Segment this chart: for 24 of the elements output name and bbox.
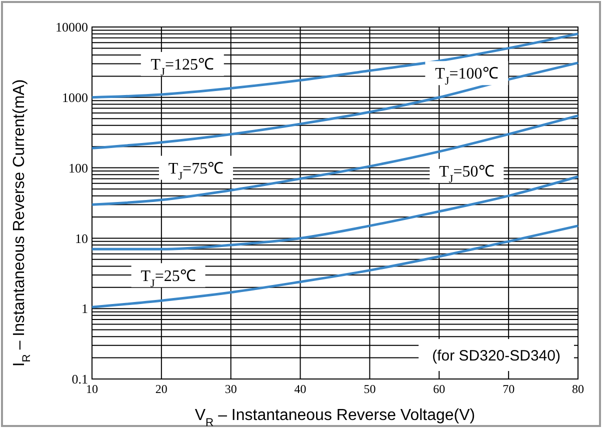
line-series (90, 114, 580, 206)
line-series (90, 224, 580, 308)
y-tick-label: 1 (82, 301, 88, 316)
x-tick-label: 20 (155, 382, 168, 396)
y-tick-label: 10 (75, 230, 88, 246)
x-tick-label: 60 (433, 382, 446, 396)
x-tick-label: 30 (224, 382, 237, 396)
series-label: T$_{J}$=75℃ (168, 160, 224, 182)
annotation: (for SD320-SD340) (432, 347, 560, 364)
x-tick-label: 80 (572, 382, 584, 396)
series-label: T$_{J}$=25℃ (140, 268, 196, 290)
y-tick-label: 10000 (56, 20, 88, 35)
x-tick-label: 70 (502, 382, 515, 396)
x-tick-label: 40 (294, 382, 306, 396)
line-series (90, 32, 580, 99)
y-tick-label: 100 (68, 160, 88, 176)
y-tick-label: 1000 (62, 90, 88, 105)
x-axis-title: V$_{R}$ – Instantaneous Reverse Voltage(V) (194, 407, 476, 428)
x-tick-label: 10 (86, 382, 98, 396)
x-tick-label: 50 (364, 382, 376, 396)
series-label: T$_{J}$=100℃ (435, 66, 498, 88)
series-label: T$_{J}$=125℃ (150, 56, 214, 79)
y-tick-label: 0.1 (72, 372, 88, 387)
series-label: T$_{J}$=50℃ (439, 164, 494, 186)
